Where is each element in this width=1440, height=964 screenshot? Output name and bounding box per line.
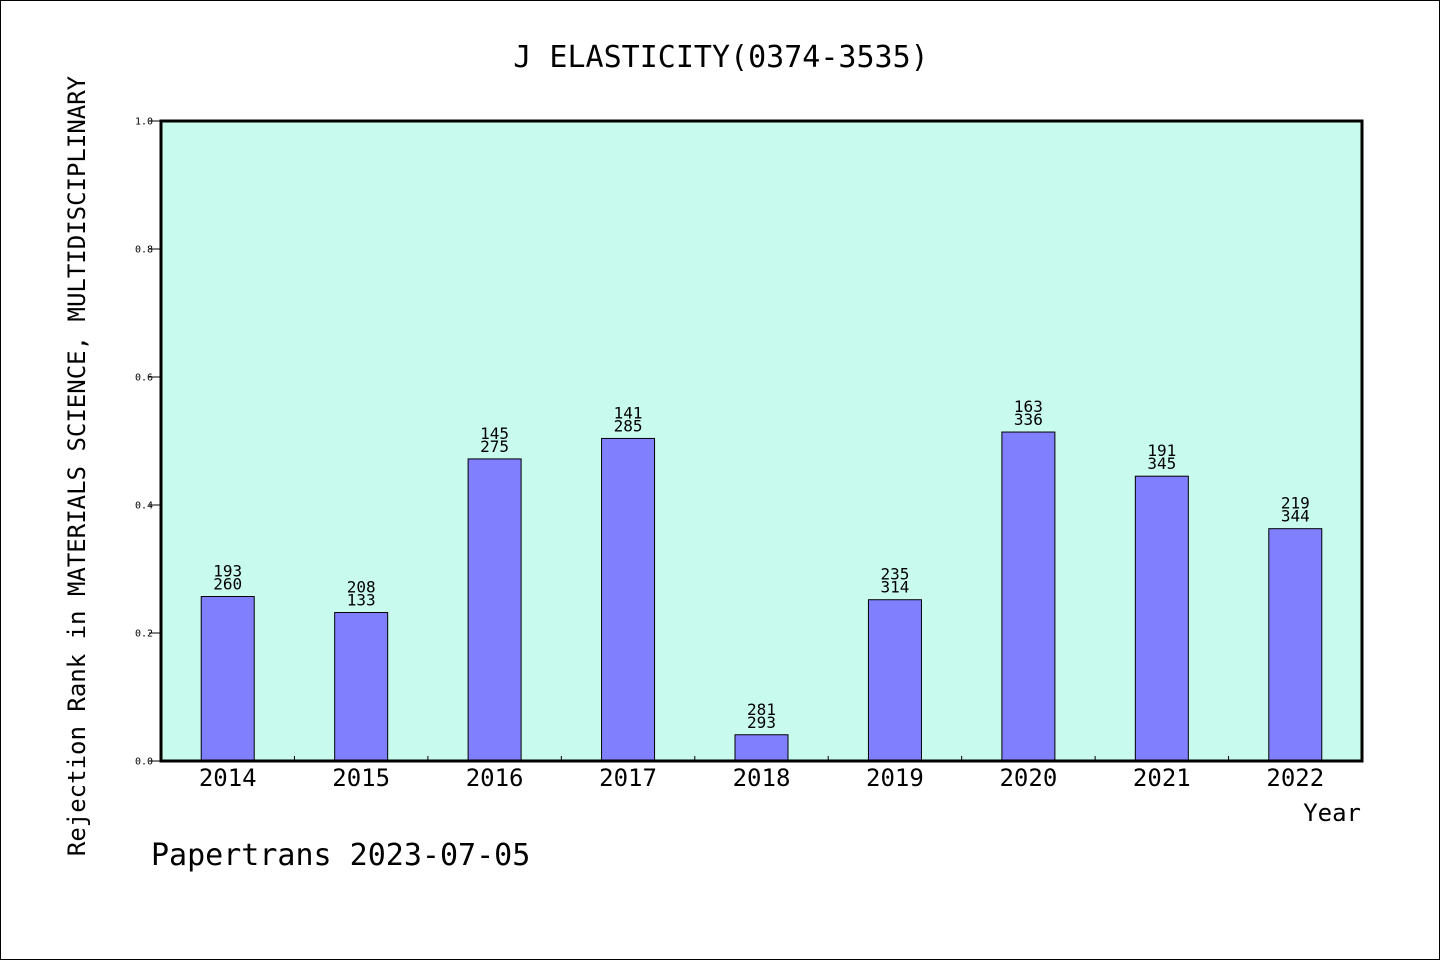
y-tick-label: 1.0 [135,117,153,128]
data-label-bottom: 293 [747,713,776,732]
x-tick-label: 2020 [999,764,1057,792]
data-label-bottom: 260 [213,575,242,594]
y-tick-label: 0.2 [135,629,153,640]
x-tick-label: 2022 [1266,764,1324,792]
bar-series [200,431,1323,762]
bar-2022 [1268,528,1323,762]
bar-2017 [601,437,656,762]
data-label-bottom: 314 [880,578,909,597]
data-label-bottom: 336 [1014,410,1043,429]
y-tick-label: 0.6 [135,373,153,384]
x-tick-label: 2016 [466,764,524,792]
data-label-top: 281 [747,700,776,719]
bar-2018 [734,734,789,762]
footer-credit: Papertrans 2023-07-05 [151,838,530,873]
x-tick-label: 2021 [1133,764,1191,792]
data-label-top: 141 [614,403,643,422]
data-label-top: 235 [880,565,909,584]
data-label-top: 191 [1147,441,1176,460]
data-label-bottom: 133 [347,591,376,610]
x-tick-label: 2019 [866,764,924,792]
x-tick-label: 2015 [332,764,390,792]
bar-2021 [1134,475,1189,762]
data-label-top: 219 [1281,494,1310,513]
y-axis-label: Rejection Rank in MATERIALS SCIENCE, MUL… [63,75,91,856]
bar-2015 [334,612,389,762]
data-label-top: 163 [1014,397,1043,416]
y-axis: 0.0 0.2 0.4 0.6 0.8 1.0 [135,117,161,768]
bar-2020 [1001,431,1056,762]
data-label-top: 193 [213,562,242,581]
data-label-bottom: 275 [480,437,509,456]
data-label-bottom: 345 [1147,454,1176,473]
x-axis: 2014 2015 2016 2017 2018 2019 2020 2021 2022 [199,756,1324,792]
y-tick-label: 0.4 [135,501,153,512]
bar-2014 [200,596,255,762]
x-tick-label: 2018 [733,764,791,792]
data-label-bottom: 285 [614,416,643,435]
plot-border [159,119,1364,763]
bar-2019 [867,599,922,762]
data-label-top: 145 [480,424,509,443]
y-tick-label: 0.8 [135,245,153,256]
y-tick-label: 0.0 [135,757,153,768]
x-axis-label: Year [1303,799,1361,827]
data-label-top: 208 [347,578,376,597]
data-label-bottom: 344 [1281,507,1310,526]
bar-2016 [467,458,522,762]
chart-title: J ELASTICITY(0374-3535) [513,40,928,75]
x-tick-label: 2017 [599,764,657,792]
x-tick-label: 2014 [199,764,257,792]
